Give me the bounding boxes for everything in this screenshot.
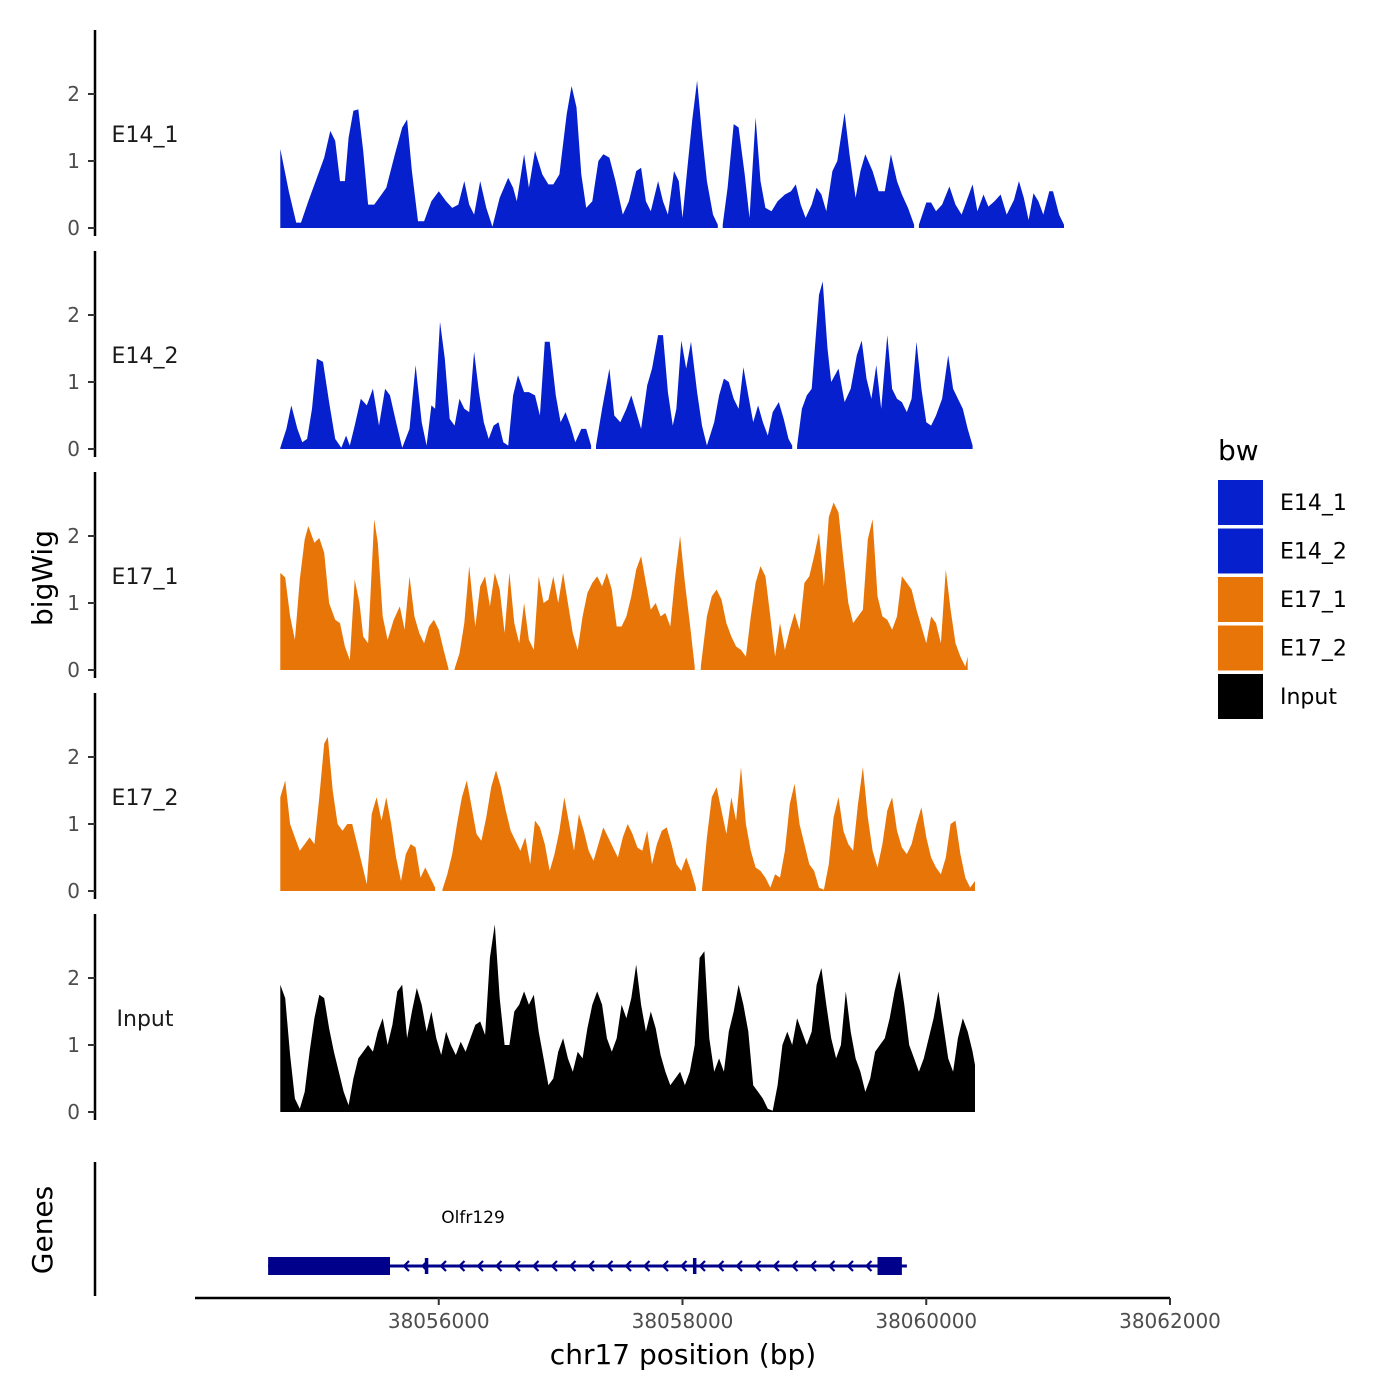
area-E17_2-segment-1 <box>442 770 696 891</box>
strand-arrow <box>827 1260 836 1272</box>
track-E17_1: 0 1 2 E17_1 <box>67 472 968 682</box>
strand-arrow <box>550 1260 558 1272</box>
strand-arrow <box>402 1260 410 1272</box>
track-Input: 0 1 2 Input <box>67 914 975 1124</box>
legend-title: bw <box>1218 434 1259 467</box>
y-tick-label: 0 <box>67 216 80 240</box>
strand-arrow <box>864 1260 873 1272</box>
track-label: E14_1 <box>112 123 179 148</box>
legend-label-E17_2: E17_2 <box>1280 637 1347 662</box>
gene-exon-0 <box>268 1257 390 1275</box>
area-E14_2-segment-0 <box>280 321 592 449</box>
gene-track: Olfr129 <box>93 1162 907 1296</box>
area-E17_2-segment-2 <box>702 767 975 891</box>
legend-label-E17_1: E17_1 <box>1280 588 1347 613</box>
gene-exon-1 <box>877 1257 902 1275</box>
y-tick-label: 0 <box>67 1100 80 1124</box>
legend-swatch-E14_1 <box>1218 480 1263 525</box>
strand-arrow <box>476 1260 484 1272</box>
y-tick-label: 1 <box>67 370 80 394</box>
strand-arrow <box>457 1260 466 1272</box>
x-tick-label: 38058000 <box>632 1309 734 1333</box>
y-tick-label: 0 <box>67 437 80 461</box>
area-E14_1-segment-2 <box>918 181 1064 228</box>
y-tick-label: 2 <box>67 303 80 327</box>
strand-arrow <box>753 1260 762 1272</box>
legend-label-E14_1: E14_1 <box>1280 491 1347 516</box>
y-tick-label: 0 <box>67 879 80 903</box>
legend-swatch-E17_2 <box>1218 625 1263 671</box>
strand-arrow <box>772 1260 780 1272</box>
strand-arrow <box>513 1260 521 1272</box>
track-label: Input <box>117 1007 174 1032</box>
strand-arrow <box>605 1260 614 1272</box>
area-E14_1-segment-0 <box>280 80 718 228</box>
track-label: E14_2 <box>112 344 179 369</box>
y-tick-label: 1 <box>67 149 80 173</box>
legend-swatch-E17_1 <box>1218 577 1263 622</box>
area-E14_2-segment-1 <box>596 335 793 449</box>
legend-swatch-E14_2 <box>1218 528 1263 574</box>
area-E14_2-segment-2 <box>797 281 973 449</box>
y-tick-label: 1 <box>67 812 80 836</box>
track-E14_2: 0 1 2 E14_2 <box>67 251 973 461</box>
track-label: E17_1 <box>112 565 179 590</box>
track-E17_2: 0 1 2 E17_2 <box>67 693 975 903</box>
area-E17_1-segment-2 <box>700 502 968 670</box>
legend: bw E14_1 E14_2 E17_1 E17_2 Input <box>1218 434 1347 719</box>
strand-arrow <box>624 1260 632 1272</box>
y-tick-label: 0 <box>67 658 80 682</box>
genes-axis-title: Genes <box>26 1186 59 1274</box>
x-axis: 38056000 38058000 38060000 38062000 <box>195 1296 1221 1333</box>
legend-label-E14_2: E14_2 <box>1280 540 1347 565</box>
y-axis-title: bigWig <box>26 530 59 626</box>
y-tick-label: 2 <box>67 966 80 990</box>
area-E14_1-segment-1 <box>722 112 915 228</box>
y-tick-label: 2 <box>67 524 80 548</box>
track-label: E17_2 <box>112 786 179 811</box>
area-Input-segment-0 <box>280 924 975 1112</box>
strand-arrow <box>661 1260 669 1272</box>
x-tick-label: 38056000 <box>388 1309 490 1333</box>
strand-arrow <box>642 1260 651 1272</box>
track-E14_1: 0 1 2 E14_1 <box>67 30 1064 240</box>
strand-arrow <box>698 1260 706 1272</box>
signal-tracks: 0 1 2 E14_1 0 1 2 E14_2 0 1 2 E17_1 0 1 2 E17_2 0 1 2 Input <box>67 30 1064 1124</box>
strand-arrow <box>716 1260 725 1272</box>
legend-label-Input: Input <box>1280 685 1337 710</box>
strand-arrow <box>735 1260 743 1272</box>
y-tick-label: 2 <box>67 745 80 769</box>
gene-name-label: Olfr129 <box>441 1208 505 1228</box>
area-E17_2-segment-0 <box>280 736 436 891</box>
strand-arrow <box>568 1260 577 1272</box>
legend-swatch-Input <box>1218 674 1263 719</box>
strand-arrow <box>587 1260 595 1272</box>
y-tick-label: 1 <box>67 1033 80 1057</box>
strand-arrow <box>809 1260 817 1272</box>
x-axis-title: chr17 position (bp) <box>550 1338 816 1371</box>
x-tick-label: 38060000 <box>875 1309 977 1333</box>
strand-arrow <box>846 1260 854 1272</box>
strand-arrow <box>790 1260 799 1272</box>
strand-arrow <box>531 1260 540 1272</box>
area-E17_1-segment-0 <box>280 519 449 670</box>
strand-arrow <box>679 1260 688 1272</box>
strand-arrow <box>439 1260 447 1272</box>
area-E17_1-segment-1 <box>454 536 695 670</box>
y-tick-label: 1 <box>67 591 80 615</box>
y-tick-label: 2 <box>67 82 80 106</box>
x-tick-label: 38062000 <box>1119 1309 1221 1333</box>
strand-arrow <box>494 1260 503 1272</box>
